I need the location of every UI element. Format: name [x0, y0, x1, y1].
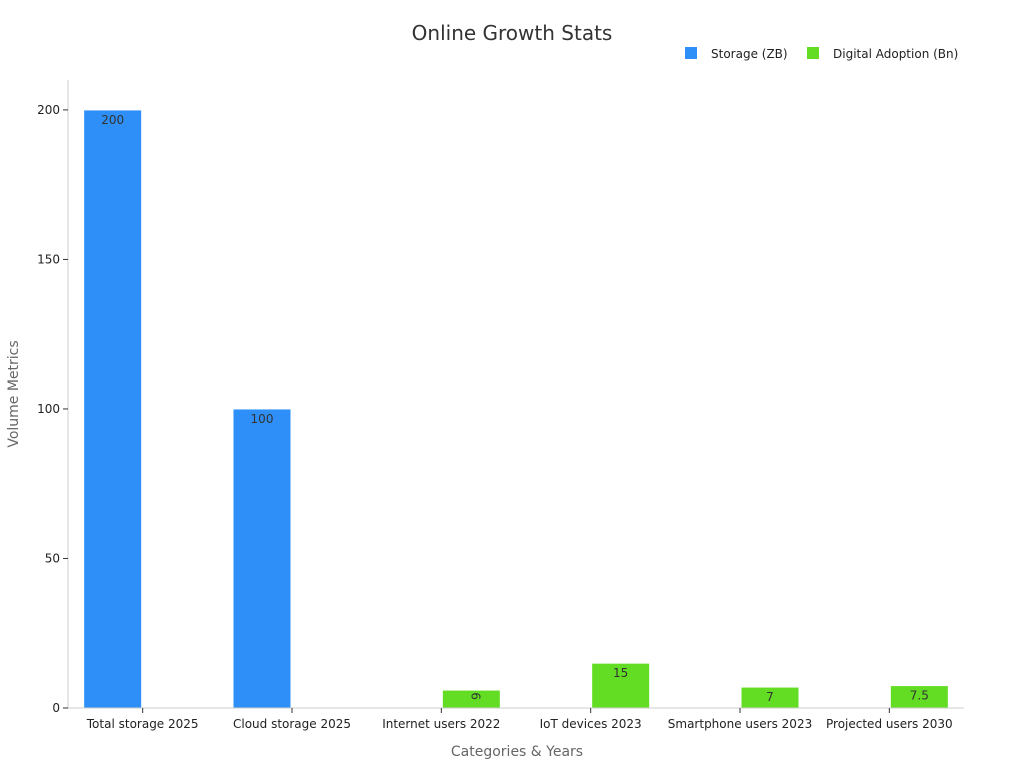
y-tick-label: 100 [37, 402, 60, 416]
x-tick-label: Cloud storage 2025 [233, 717, 351, 731]
legend-label: Storage (ZB) [711, 47, 788, 61]
chart-title: Online Growth Stats [412, 21, 613, 45]
legend-swatch [807, 47, 819, 59]
x-tick-label: Smartphone users 2023 [668, 717, 812, 731]
x-tick-label: Total storage 2025 [86, 717, 199, 731]
bars [83, 109, 949, 709]
x-tick-label: IoT devices 2023 [540, 717, 642, 731]
x-tick-label: Projected users 2030 [826, 717, 953, 731]
y-tick-label: 200 [37, 103, 60, 117]
y-axis-ticks: 0 50 100 150 200 [37, 103, 68, 715]
bar [232, 408, 292, 709]
data-label: 7.5 [910, 689, 929, 703]
y-tick-label: 0 [52, 701, 60, 715]
bar [83, 109, 143, 709]
y-tick-label: 150 [37, 252, 60, 266]
x-tick-label: Internet users 2022 [382, 717, 500, 731]
data-label: 100 [251, 412, 274, 426]
legend-label: Digital Adoption (Bn) [833, 47, 958, 61]
data-labels: 200 100 6 15 7 7.5 [101, 113, 929, 704]
x-axis-label: Categories & Years [451, 744, 583, 760]
legend: Storage (ZB) Digital Adoption (Bn) [685, 47, 958, 61]
data-label: 200 [101, 113, 124, 127]
y-axis-label: Volume Metrics [6, 340, 22, 447]
y-tick-label: 50 [45, 551, 60, 565]
x-axis-ticks: Total storage 2025 Cloud storage 2025 Inte… [86, 708, 953, 731]
legend-swatch [685, 47, 697, 59]
bar [591, 662, 651, 709]
data-label: 7 [766, 690, 774, 704]
data-label: 6 [468, 692, 482, 700]
data-label: 15 [613, 666, 628, 680]
